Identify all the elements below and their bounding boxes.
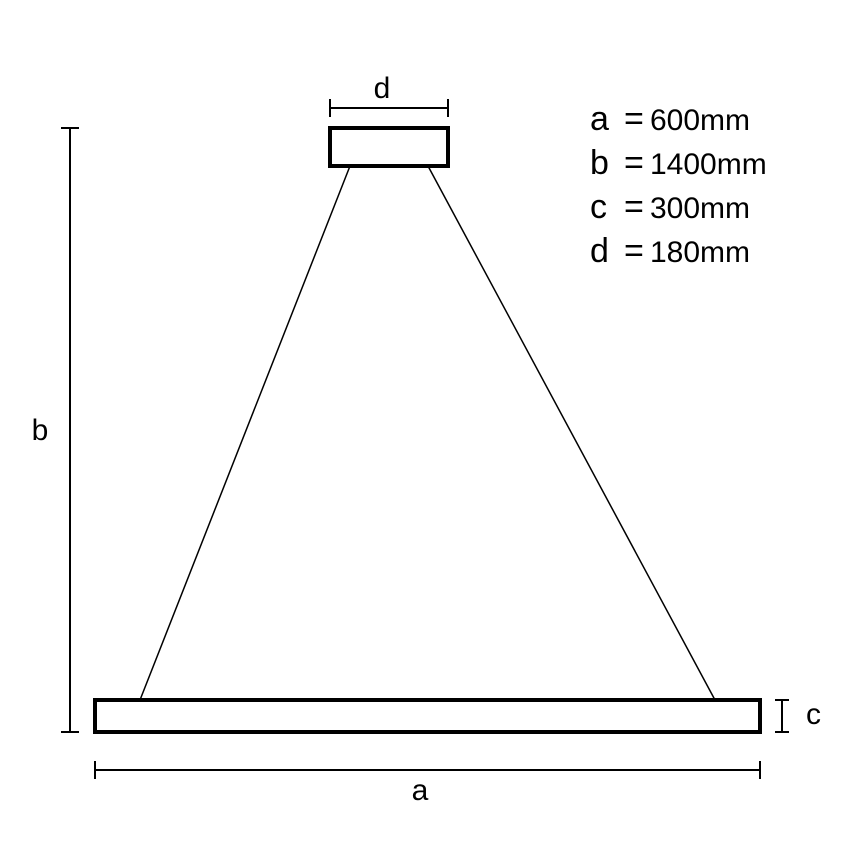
legend-eq-c: = — [624, 188, 644, 226]
legend-key-a: a — [590, 100, 609, 138]
dim-c-label: c — [806, 698, 821, 731]
legend-key-b: b — [590, 144, 609, 182]
dim-b-label: b — [32, 414, 49, 447]
legend-val-b: 1400mm — [650, 148, 767, 181]
legend-val-d: 180mm — [650, 236, 750, 269]
cable-left — [140, 166, 350, 700]
legend-eq-d: = — [624, 232, 644, 270]
dimension-diagram: bacda=600mmb=1400mmc=300mmd=180mm — [0, 0, 868, 868]
dim-a-label: a — [412, 774, 429, 807]
legend-val-c: 300mm — [650, 192, 750, 225]
bottom-bar — [95, 700, 760, 732]
top-mount — [330, 128, 448, 166]
legend-eq-a: = — [624, 100, 644, 138]
legend-key-c: c — [590, 188, 607, 226]
legend-val-a: 600mm — [650, 104, 750, 137]
dim-d-label: d — [374, 72, 391, 105]
legend-eq-b: = — [624, 144, 644, 182]
legend-key-d: d — [590, 232, 609, 270]
